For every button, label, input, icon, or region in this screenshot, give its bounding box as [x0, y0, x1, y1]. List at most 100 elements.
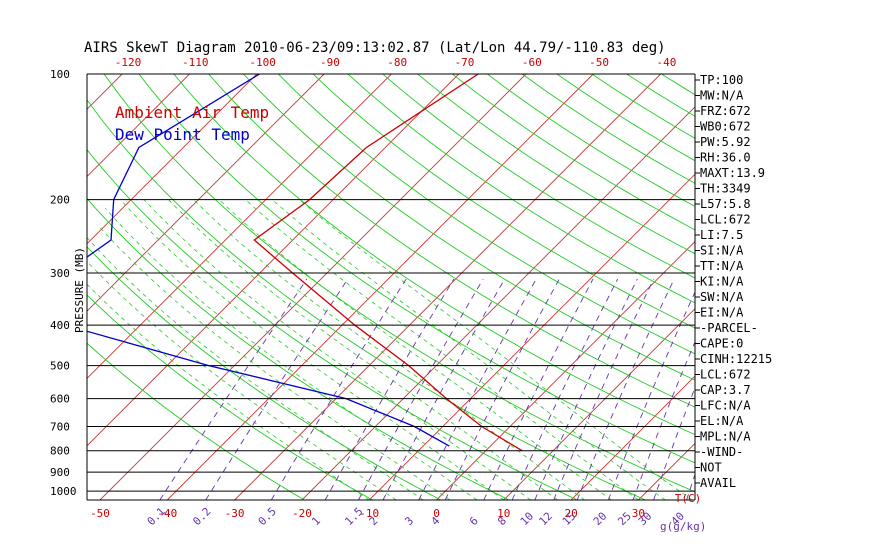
mixing-ratio-line	[444, 278, 560, 500]
isotherm-line	[368, 173, 695, 500]
mixing-ratio-label: 12	[536, 510, 555, 529]
bottom-temp-tick-label: 0	[433, 507, 440, 520]
ambient-air-temp-line	[253, 74, 523, 452]
mixing-ratio-label: 20	[591, 510, 610, 529]
dry-adiabat-line	[173, 74, 695, 436]
top-temp-tick-label: -120	[115, 56, 142, 69]
isotherm-line	[166, 74, 594, 500]
isotherm-line	[773, 74, 870, 500]
mixing-ratio-line	[607, 291, 695, 500]
bottom-temp-tick-label: -50	[90, 507, 110, 520]
mixing-ratio-label: 10	[518, 510, 537, 529]
series-layer	[87, 74, 523, 452]
stability-index-label: EL:N/A	[700, 414, 744, 428]
mixing-ratio-line	[205, 278, 349, 500]
dry-adiabat-line	[243, 74, 695, 381]
stability-index-label: LCL:672	[700, 213, 751, 227]
mixing-ratio-line	[686, 472, 695, 500]
stability-index-label: LI:7.5	[700, 228, 743, 242]
dry-adiabat-line	[87, 99, 646, 500]
stability-index-label: -WIND-	[700, 445, 743, 459]
dew-point-temp-line	[87, 74, 450, 447]
stability-index-label: LCL:672	[700, 368, 751, 382]
isotherm-line	[87, 74, 258, 245]
isotherm-line	[99, 74, 527, 500]
top-temp-tick-label: -90	[320, 56, 340, 69]
dry-adiabat-line	[382, 74, 695, 279]
dry-adiabat-line	[487, 74, 695, 207]
pressure-tick-label: 400	[50, 319, 70, 332]
top-temp-tick-label: -40	[656, 56, 676, 69]
mixing-ratio-line	[358, 278, 484, 500]
bottom-axis-unit: T(C)	[675, 492, 702, 505]
bottom-temp-tick-label: -20	[292, 507, 312, 520]
top-temp-tick-label: -80	[387, 56, 407, 69]
stability-index-label: MW:N/A	[700, 89, 744, 103]
dry-adiabat-line	[417, 74, 695, 255]
pressure-tick-label: 100	[50, 68, 70, 81]
pressure-tick-label: 200	[50, 194, 70, 207]
mixing-ratio-label: 0.2	[190, 505, 213, 528]
dry-adiabat-line	[87, 342, 305, 500]
mixing-ratio-line	[418, 278, 537, 500]
stability-index-label: L57:5.8	[700, 197, 751, 211]
pressure-tick-label: 800	[50, 445, 70, 458]
dry-adiabat-line	[208, 74, 695, 408]
isotherm-line	[87, 74, 190, 178]
top-temp-tick-label: -100	[249, 56, 276, 69]
moist-adiabat-line	[105, 208, 478, 500]
dry-adiabat-line	[87, 246, 442, 500]
y-axis-label: PRESSURE (MB)	[73, 247, 86, 333]
mixing-ratio-line	[483, 278, 594, 500]
mixing-ratio-line	[632, 340, 695, 500]
mixing-ratio-label: 6	[467, 514, 481, 528]
mixing-ratio-label: 3	[402, 514, 416, 528]
bottom-temp-tick-label: 30	[632, 507, 645, 520]
dry-adiabat-line	[138, 74, 695, 464]
mixing-ratio-label: 1	[309, 514, 323, 528]
stability-index-label: SW:N/A	[700, 290, 744, 304]
isotherm-line	[87, 74, 392, 380]
moist-adiabat-line	[120, 199, 505, 500]
moist-adiabat-line	[168, 199, 558, 500]
bottom-temp-tick-label: -40	[157, 507, 177, 520]
stability-index-label: WB0:672	[700, 120, 751, 134]
stability-index-label: EI:N/A	[700, 306, 744, 320]
moist-adiabat-line	[193, 199, 585, 500]
stability-index-label: -PARCEL-	[700, 321, 758, 335]
mixing-ratio-line	[324, 278, 455, 500]
moist-adiabat-line	[87, 260, 397, 500]
moist-adiabat-line	[87, 283, 370, 500]
stability-index-label: RH:36.0	[700, 151, 751, 165]
moist-adiabat-line	[143, 199, 531, 500]
top-temp-tick-label: -70	[455, 56, 475, 69]
mixing-ratio-label: 0.5	[256, 505, 279, 528]
stability-index-label: TH:3349	[700, 182, 751, 196]
isotherm-line	[301, 106, 695, 500]
dry-adiabat-line	[277, 74, 695, 355]
legend-ambient-air-temp: Ambient Air Temp	[115, 103, 269, 122]
stability-index-label: NOT	[700, 461, 722, 475]
pressure-tick-label: 300	[50, 267, 70, 280]
stability-index-label: MPL:N/A	[700, 430, 751, 444]
dry-adiabat-line	[312, 74, 695, 329]
stability-index-label: SI:N/A	[700, 244, 744, 258]
dry-adiabat-line	[347, 74, 695, 304]
mixing-ratio-line	[534, 278, 638, 500]
stability-index-label: CAPE:0	[700, 337, 743, 351]
grid-layer	[87, 74, 870, 500]
isotherm-line	[503, 308, 695, 500]
mixing-ratio-line	[653, 386, 695, 500]
mixing-ratio-line	[382, 278, 506, 500]
pressure-tick-label: 1000	[50, 485, 77, 498]
stability-index-label: CINH:12215	[700, 352, 772, 366]
chart-title: AIRS SkewT Diagram 2010-06-23/09:13:02.8…	[84, 40, 666, 56]
stability-index-label: TT:N/A	[700, 259, 744, 273]
dry-adiabat-line	[87, 294, 373, 500]
mixing-ratio-line	[553, 278, 655, 500]
dry-adiabat-line	[103, 74, 695, 493]
isotherm-line	[87, 74, 325, 312]
stability-index-label: FRZ:672	[700, 104, 751, 118]
